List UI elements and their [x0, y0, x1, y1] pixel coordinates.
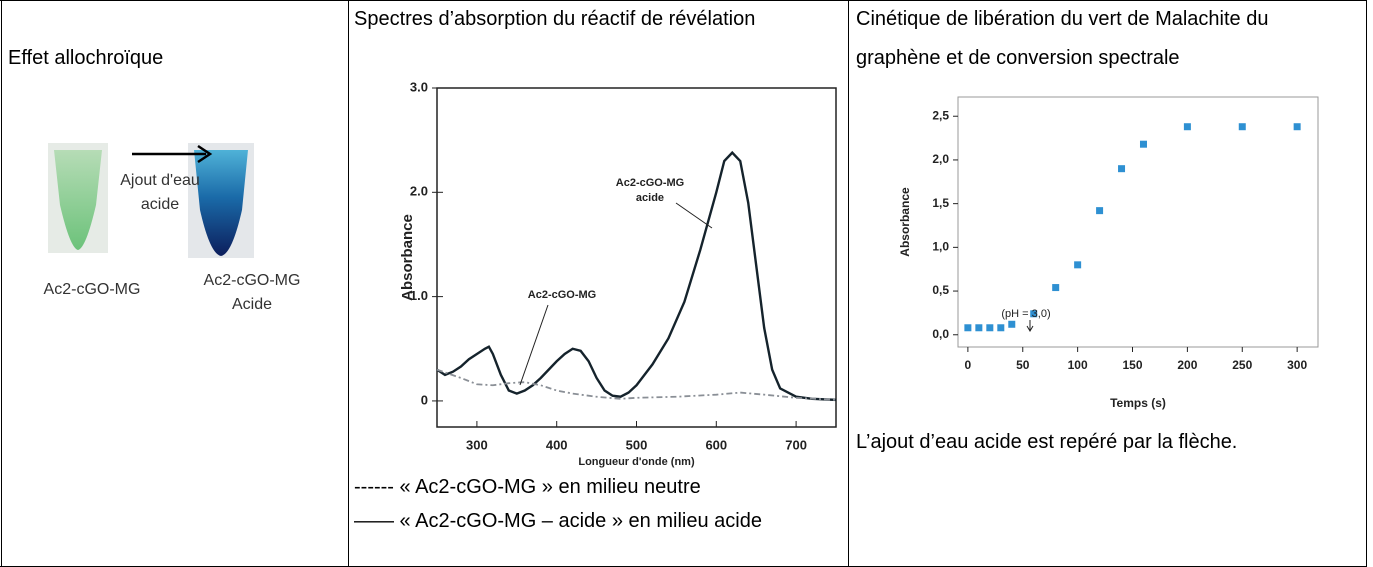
annotation: (pH = 3,0): [1001, 308, 1050, 320]
tube-label: Ac2-cGO-MG: [204, 272, 301, 289]
border: [0, 0, 1367, 1]
point: [1052, 284, 1060, 292]
header: Spectres d’absorption du réactif de révé…: [354, 8, 756, 30]
border: [1366, 0, 1367, 567]
x-tick-label: 50: [1016, 358, 1030, 372]
caption-line: ------ « Ac2-cGO-MG » en milieu neutre: [354, 476, 701, 498]
point: [1008, 320, 1016, 328]
line-series: [436, 368, 837, 401]
y-tick-label: 1,0: [932, 240, 949, 254]
tube: [194, 150, 248, 256]
annotation-pointer: [519, 304, 549, 386]
frame: [957, 96, 1319, 348]
x-axis-label: Longueur d'onde (nm): [578, 456, 695, 468]
point: [986, 324, 994, 332]
point: [964, 324, 972, 332]
y-tick-label: 0: [421, 392, 428, 407]
point: [1096, 207, 1104, 215]
x-tick-label: 700: [785, 437, 807, 452]
x-tick-label: 300: [1287, 358, 1307, 372]
border: [1, 0, 2, 567]
y-tick-label: 3.0: [410, 79, 428, 94]
x-tick-label: 250: [1232, 358, 1252, 372]
x-tick-label: 400: [546, 437, 568, 452]
y-tick-label: 2.0: [410, 184, 428, 199]
tube-label: Acide: [232, 296, 272, 313]
y-axis-label: Absorbance: [898, 187, 912, 257]
arrow-label: acide: [141, 196, 179, 213]
annotation: acide: [636, 192, 664, 204]
y-tick-label: 2,0: [932, 152, 949, 166]
caption-line: —— « Ac2-cGO-MG – acide » en milieu acid…: [354, 510, 762, 532]
x-tick-label: 200: [1177, 358, 1197, 372]
caption: ------ « Ac2-cGO-MG » en milieu neutre —…: [354, 470, 794, 538]
point: [997, 324, 1005, 332]
y-tick-label: 0,0: [932, 327, 949, 341]
point: [1074, 261, 1082, 269]
point: [975, 324, 983, 332]
y-tick-label: 0,5: [932, 283, 949, 297]
point: [1139, 140, 1147, 148]
arrow-label: Ajout d'eau: [120, 172, 200, 189]
x-tick-label: 500: [626, 437, 648, 452]
annotation: Ac2-cGO-MG: [616, 177, 684, 189]
y-tick-label: 1,5: [932, 196, 949, 210]
border: [848, 0, 849, 567]
point: [1118, 165, 1126, 173]
point: [1238, 123, 1246, 131]
arrow-head: [197, 144, 213, 164]
caption: L’ajout d’eau acide est repéré par la fl…: [856, 431, 1238, 453]
tube-label: Ac2-cGO-MG: [44, 281, 141, 298]
x-axis-label: Temps (s): [1110, 396, 1166, 410]
annotation: Ac2-cGO-MG: [528, 289, 596, 301]
x-tick-label: 100: [1068, 358, 1088, 372]
point: [1183, 123, 1191, 131]
header: Cinétique de libération du vert de Malac…: [856, 8, 1269, 69]
point: [1293, 123, 1301, 131]
y-tick-label: 1.0: [410, 288, 428, 303]
x-tick-label: 150: [1122, 358, 1142, 372]
y-tick-label: 2,5: [932, 108, 949, 122]
header: Effet allochroïque: [8, 47, 164, 69]
x-tick-label: 0: [965, 358, 972, 372]
tube: [54, 150, 102, 250]
line-series: [436, 150, 837, 402]
border: [348, 0, 349, 567]
x-tick-label: 600: [705, 437, 727, 452]
y-axis-label: Absorbance: [399, 214, 416, 301]
annotation-arrowhead: [1026, 325, 1034, 332]
x-tick-label: 300: [466, 437, 488, 452]
annotation-pointer: [675, 202, 713, 229]
point: [1030, 310, 1038, 318]
